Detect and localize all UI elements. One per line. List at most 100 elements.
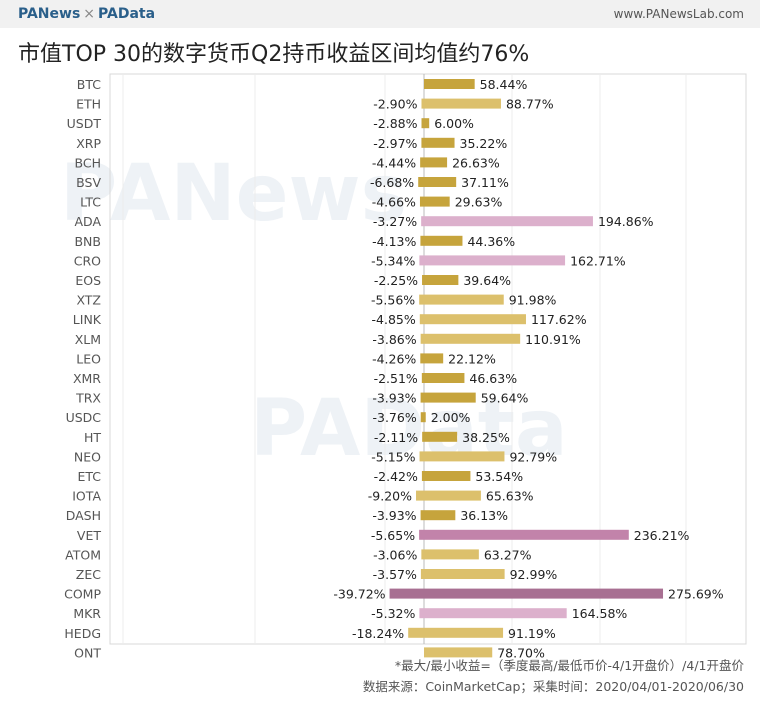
watermark-padata: PAData bbox=[250, 384, 568, 474]
category-label: XMR bbox=[73, 371, 101, 386]
category-label: LINK bbox=[73, 312, 102, 327]
category-label: ETH bbox=[76, 97, 101, 112]
min-label: -2.25% bbox=[374, 273, 418, 288]
bar-atom bbox=[421, 549, 479, 560]
min-label: -18.24% bbox=[352, 626, 404, 641]
category-label: ONT bbox=[74, 645, 101, 660]
chart-title: 市值TOP 30的数字货币Q2持币收益区间均值约76% bbox=[18, 42, 530, 67]
max-label: 275.69% bbox=[668, 587, 724, 602]
category-label: XRP bbox=[76, 136, 101, 151]
bar-bsv bbox=[418, 177, 457, 187]
max-label: 37.11% bbox=[461, 175, 509, 190]
max-label: 78.70% bbox=[497, 645, 545, 660]
bar-cro bbox=[419, 255, 566, 266]
min-label: -6.68% bbox=[370, 175, 414, 190]
category-label: HT bbox=[84, 430, 101, 445]
category-label: TRX bbox=[75, 391, 101, 406]
bar-trx bbox=[420, 392, 476, 403]
min-label: -3.57% bbox=[373, 567, 417, 582]
min-label: -4.85% bbox=[372, 312, 416, 327]
bar-xlm bbox=[420, 333, 521, 344]
max-label: 162.71% bbox=[570, 253, 626, 268]
category-label: ZEC bbox=[76, 567, 101, 582]
bar-xmr bbox=[421, 373, 465, 383]
bar-eos bbox=[422, 275, 459, 285]
category-label: COMP bbox=[64, 587, 101, 602]
brand-logo: PANews × PAData bbox=[18, 6, 155, 22]
category-label: IOTA bbox=[72, 489, 101, 504]
category-label: ATOM bbox=[65, 547, 101, 562]
category-label: ETC bbox=[77, 469, 101, 484]
max-label: 35.22% bbox=[460, 136, 508, 151]
bar-iota bbox=[416, 490, 481, 501]
category-label: NEO bbox=[74, 449, 101, 464]
source-note: 数据来源：CoinMarketCap；采集时间：2020/04/01-2020/… bbox=[362, 679, 744, 694]
bar-ltc bbox=[419, 196, 450, 207]
bar-dash bbox=[420, 510, 456, 521]
min-label: -2.88% bbox=[373, 116, 417, 131]
bar-bch bbox=[420, 157, 448, 168]
category-label: LEO bbox=[76, 351, 101, 366]
max-label: 236.21% bbox=[634, 528, 690, 543]
bar-hedg bbox=[408, 627, 504, 638]
category-label: BSV bbox=[76, 175, 101, 190]
max-label: 29.63% bbox=[455, 195, 503, 210]
max-label: 44.36% bbox=[467, 234, 515, 249]
min-label: -3.06% bbox=[373, 547, 417, 562]
category-label: USDC bbox=[66, 410, 102, 425]
min-label: -2.11% bbox=[374, 430, 418, 445]
separator: × bbox=[83, 6, 96, 22]
max-label: 59.64% bbox=[481, 391, 529, 406]
category-label: VET bbox=[77, 528, 101, 543]
bar-etc bbox=[421, 471, 471, 481]
bar-usdc bbox=[420, 412, 426, 423]
formula-note: *最大/最小收益=（季度最高/最低币价-4/1开盘价）/4/1开盘价 bbox=[394, 658, 744, 673]
max-label: 92.99% bbox=[510, 567, 558, 582]
max-label: 117.62% bbox=[531, 312, 587, 327]
min-label: -5.65% bbox=[371, 528, 415, 543]
bar-comp bbox=[389, 588, 664, 599]
min-label: -9.20% bbox=[368, 489, 412, 504]
max-label: 91.19% bbox=[508, 626, 556, 641]
bar-neo bbox=[419, 451, 505, 462]
max-label: 92.79% bbox=[509, 449, 557, 464]
max-label: 2.00% bbox=[431, 410, 471, 425]
max-label: 88.77% bbox=[506, 97, 554, 112]
min-label: -5.34% bbox=[371, 253, 415, 268]
max-label: 91.98% bbox=[509, 293, 557, 308]
bar-mkr bbox=[419, 608, 567, 619]
max-label: 26.63% bbox=[452, 155, 500, 170]
category-label: LTC bbox=[80, 195, 101, 210]
bar-zec bbox=[420, 569, 505, 579]
category-label: XLM bbox=[75, 332, 101, 347]
max-label: 36.13% bbox=[460, 508, 508, 523]
bar-btc bbox=[424, 79, 475, 89]
category-label: HEDG bbox=[64, 626, 101, 641]
bar-link bbox=[419, 314, 526, 325]
min-label: -2.51% bbox=[374, 371, 418, 386]
min-label: -2.42% bbox=[374, 469, 418, 484]
bar-ht bbox=[422, 431, 458, 442]
site-url: www.PANewsLab.com bbox=[613, 7, 744, 21]
category-label: BNB bbox=[74, 234, 101, 249]
min-label: -4.66% bbox=[372, 195, 416, 210]
min-label: -2.90% bbox=[373, 97, 417, 112]
bar-leo bbox=[420, 353, 444, 364]
max-label: 65.63% bbox=[486, 489, 534, 504]
max-label: 58.44% bbox=[480, 77, 528, 92]
category-label: DASH bbox=[66, 508, 101, 523]
max-label: 63.27% bbox=[484, 547, 532, 562]
min-label: -3.86% bbox=[372, 332, 416, 347]
min-label: -4.26% bbox=[372, 351, 416, 366]
min-label: -2.97% bbox=[373, 136, 417, 151]
max-label: 39.64% bbox=[463, 273, 511, 288]
bar-xtz bbox=[419, 294, 504, 305]
category-label: BTC bbox=[77, 77, 101, 92]
bar-eth bbox=[421, 98, 501, 109]
max-label: 194.86% bbox=[598, 214, 654, 229]
min-label: -4.44% bbox=[372, 155, 416, 170]
max-label: 22.12% bbox=[448, 351, 496, 366]
category-label: XTZ bbox=[76, 293, 101, 308]
max-label: 164.58% bbox=[572, 606, 628, 621]
